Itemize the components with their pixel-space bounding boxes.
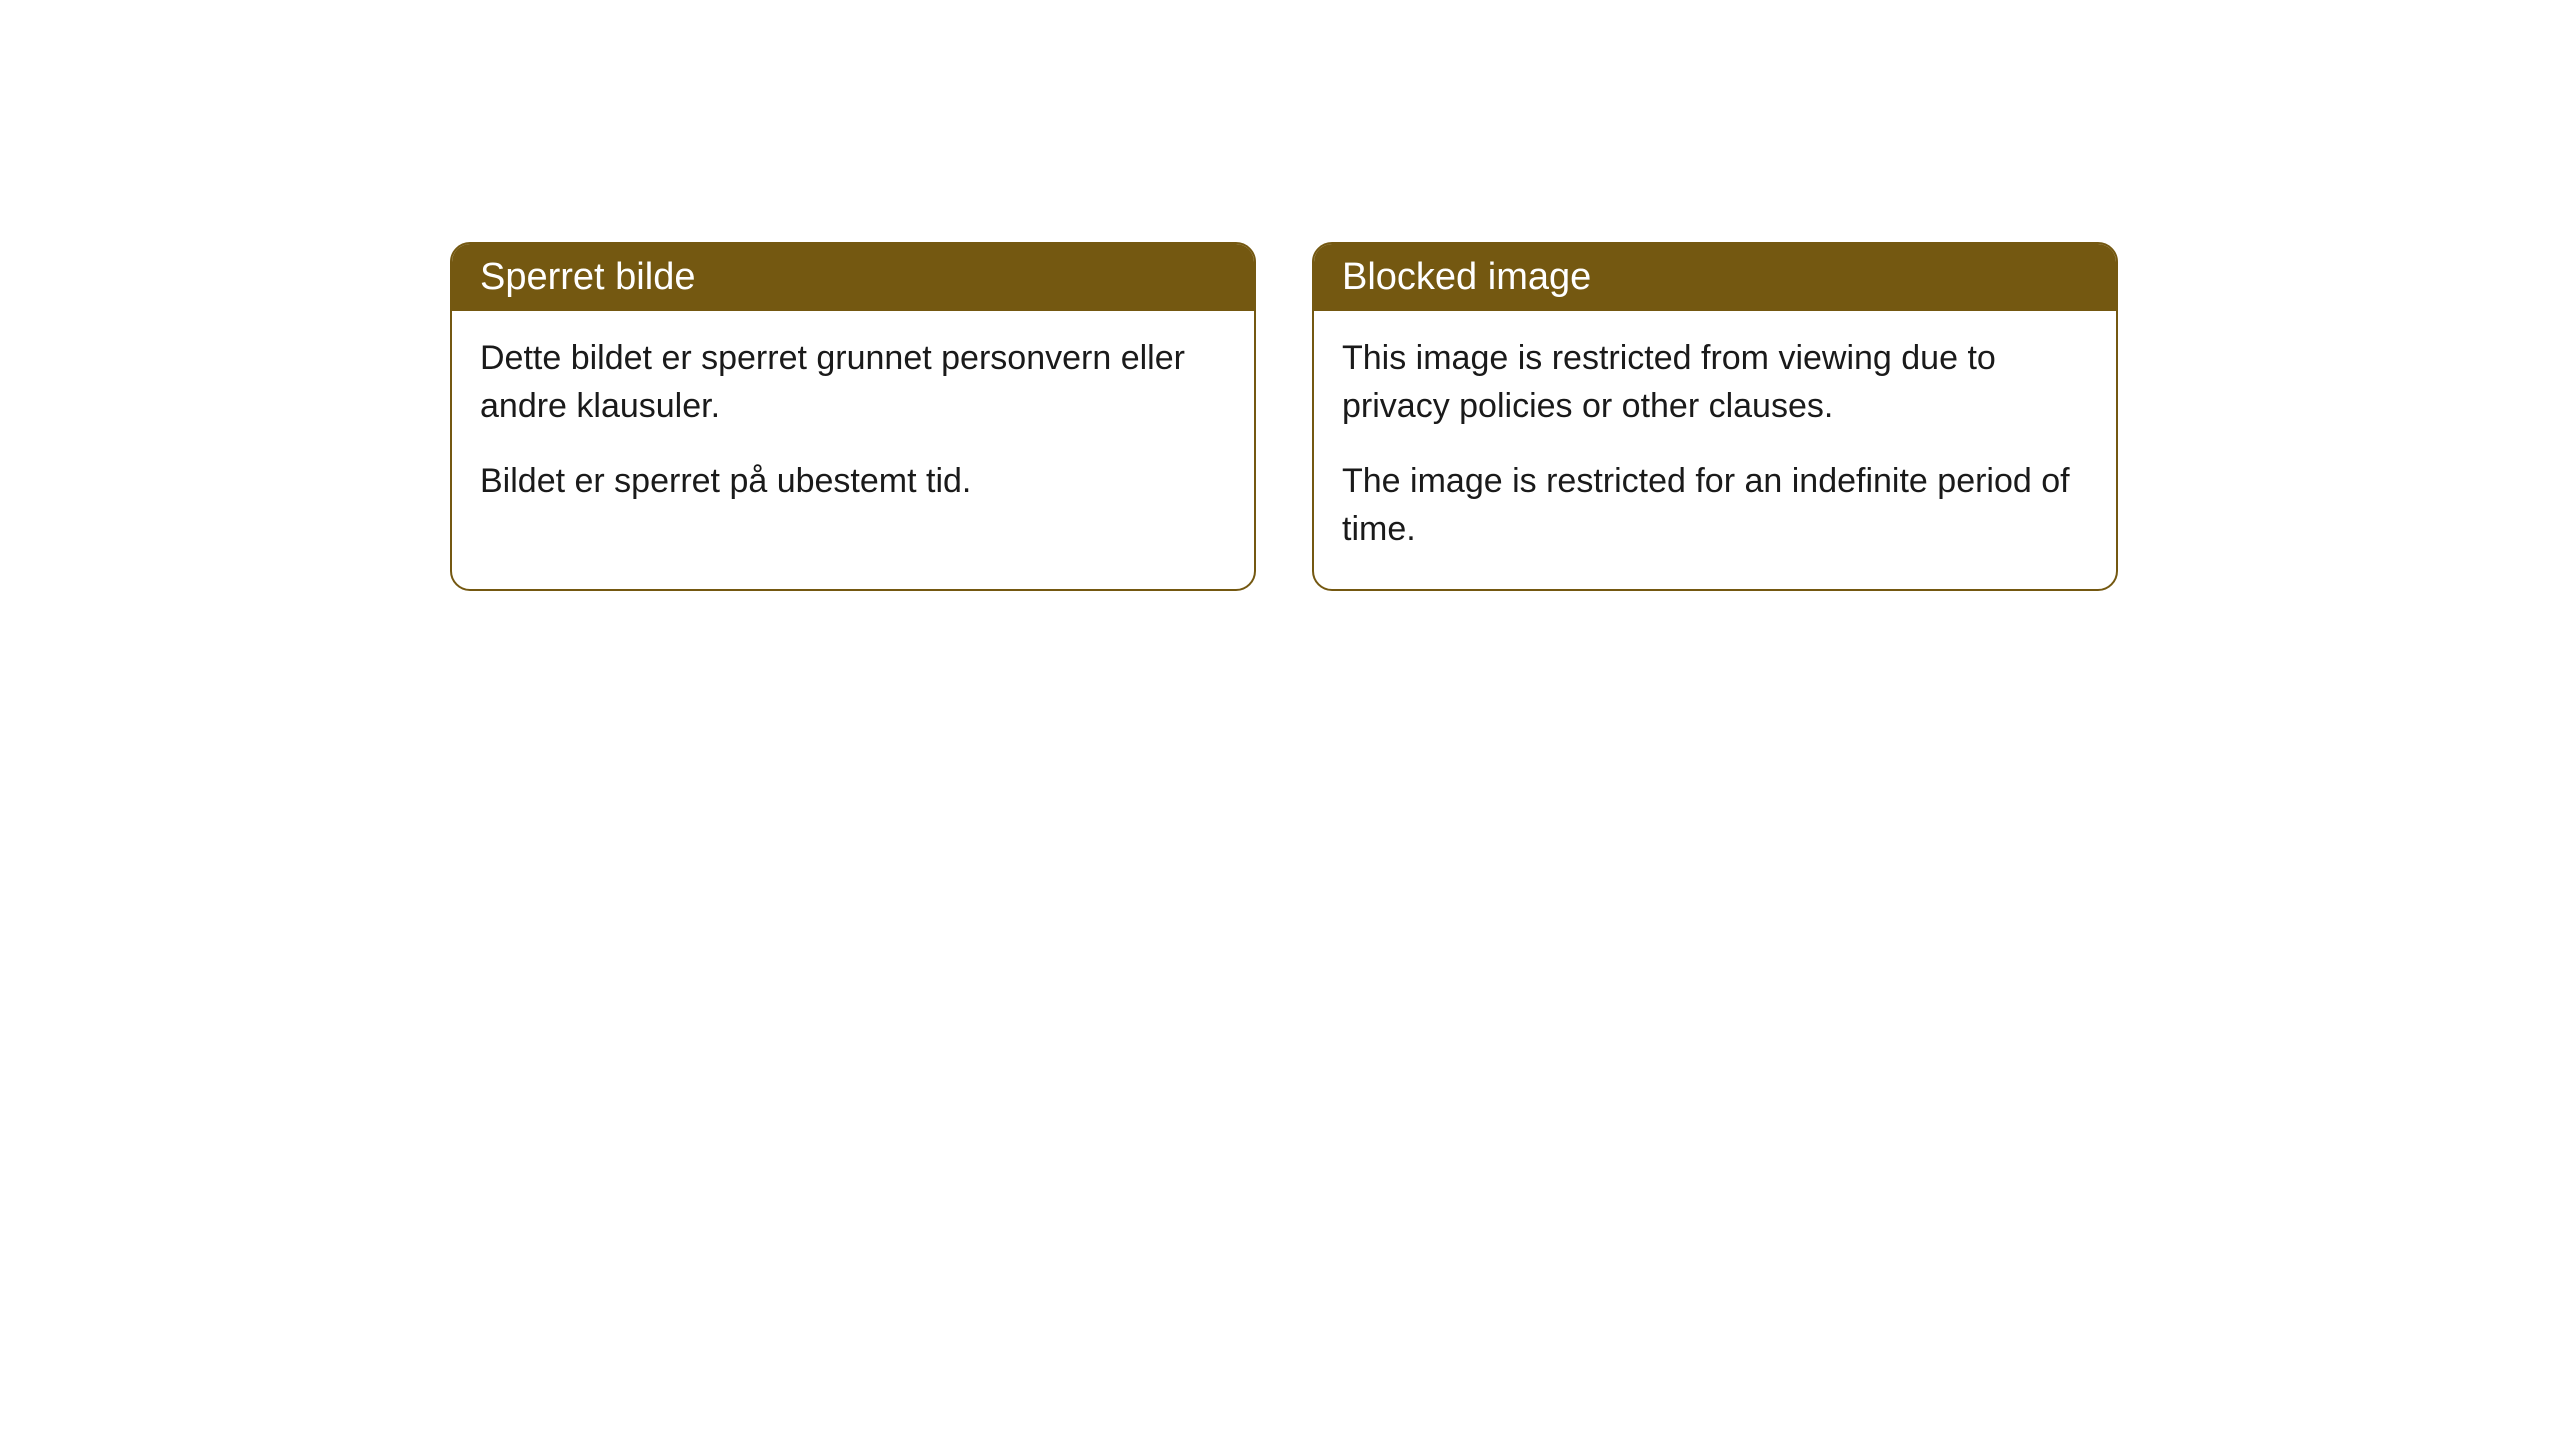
card-title: Sperret bilde [452,244,1254,311]
notice-paragraph: Bildet er sperret på ubestemt tid. [480,458,1226,506]
blocked-image-card-english: Blocked image This image is restricted f… [1312,242,2118,591]
notice-paragraph: Dette bildet er sperret grunnet personve… [480,335,1226,430]
notice-cards-container: Sperret bilde Dette bildet er sperret gr… [450,242,2560,591]
notice-paragraph: This image is restricted from viewing du… [1342,335,2088,430]
card-body: Dette bildet er sperret grunnet personve… [452,311,1254,542]
card-body: This image is restricted from viewing du… [1314,311,2116,589]
notice-paragraph: The image is restricted for an indefinit… [1342,458,2088,553]
card-title: Blocked image [1314,244,2116,311]
blocked-image-card-norwegian: Sperret bilde Dette bildet er sperret gr… [450,242,1256,591]
